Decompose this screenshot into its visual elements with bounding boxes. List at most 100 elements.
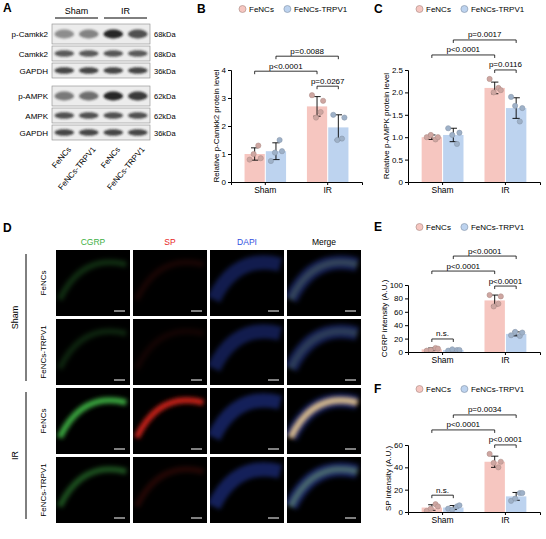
legend-swatch [416, 224, 423, 231]
blot-strip [52, 86, 150, 106]
y-tick-mark [405, 312, 408, 313]
y-tick: 80 [394, 294, 408, 303]
significance-bracket [276, 56, 338, 59]
data-point [313, 115, 318, 120]
x-tick: Sham [431, 352, 453, 365]
blot-band [79, 129, 99, 136]
scale-bar [191, 518, 202, 519]
blot-strip [52, 108, 150, 123]
image-ground [287, 388, 361, 454]
image-ground [210, 250, 284, 316]
size-label: 62kDa [154, 112, 177, 121]
y-tick: 60 [394, 308, 408, 317]
y-tick: 40 [394, 463, 408, 472]
signal [214, 469, 281, 506]
panel-letter: A [3, 1, 12, 15]
image-cell [210, 388, 284, 454]
data-point [513, 329, 518, 334]
axis-line [232, 183, 363, 186]
significance-bracket [255, 71, 317, 74]
blot-band [128, 92, 148, 101]
axis-line [409, 353, 541, 356]
data-point [498, 459, 503, 464]
bar [422, 137, 442, 182]
y-tick: 0 [222, 178, 231, 187]
scale-bar [114, 449, 125, 450]
bar [506, 108, 526, 182]
data-point [487, 76, 492, 81]
chart-panel: C00.51.01.52.02.5ShamIRRelative p-AMPK p… [374, 2, 541, 195]
y-tick-mark [405, 182, 408, 183]
axis-line [405, 446, 409, 513]
group-label: IR [10, 450, 20, 460]
y-tick-label: 20 [394, 335, 403, 344]
scale-bar [114, 518, 125, 519]
legend-label: FeNCs [426, 5, 451, 14]
comparison-label: p=0.0017 [468, 30, 502, 39]
group-line [104, 18, 147, 19]
legend-swatch [416, 386, 423, 393]
image-cell [210, 250, 284, 316]
x-tick: IR [501, 352, 510, 365]
axis-line [405, 286, 409, 353]
scale-bar [345, 311, 356, 312]
y-tick: 1 [222, 150, 231, 159]
blot-band [79, 67, 99, 74]
blot-band [54, 67, 74, 74]
data-point [279, 149, 284, 154]
error-bar [512, 98, 519, 119]
data-point [487, 292, 492, 297]
blot-strip [52, 46, 150, 61]
y-tick-mark [228, 70, 231, 71]
y-tick: 20 [394, 486, 408, 495]
legend-swatch [416, 6, 423, 13]
x-tick: Sham [254, 182, 276, 195]
x-tick: IR [501, 182, 510, 195]
y-tick-mark [405, 298, 408, 299]
panel-a: AShamIRp-Camkk268kDaCamkk268kDaGAPDH36kD… [3, 1, 177, 192]
significance-bracket [432, 55, 495, 58]
blot-band [128, 129, 148, 136]
blot-band [128, 67, 148, 74]
data-point [496, 465, 501, 470]
error-bar [450, 128, 457, 141]
significance-bracket [495, 286, 516, 289]
y-tick-mark [405, 160, 408, 161]
blot-band [103, 92, 123, 101]
data-point [457, 347, 462, 352]
comparisons: p=0.0267p<0.0001p=0.0088 [255, 47, 345, 89]
y-tick: 1.5 [392, 111, 408, 120]
y-tick-label: 20 [394, 486, 403, 495]
data-point [491, 304, 496, 309]
data-point [457, 130, 462, 135]
image-cell [133, 388, 207, 454]
x-axis: ShamIR [409, 182, 541, 195]
data-point [498, 88, 503, 93]
significance-bracket [432, 430, 495, 433]
axis-line [409, 183, 541, 186]
image-ground [133, 388, 207, 454]
y-tick: 0 [399, 178, 408, 187]
comparison-label: n.s. [436, 486, 449, 495]
y-tick-label: 2 [222, 122, 227, 131]
significance-bracket [432, 271, 495, 274]
panel-letter: D [3, 221, 12, 235]
y-tick-mark [405, 512, 408, 513]
y-tick-mark [405, 285, 408, 286]
legend-label: FeNCs-TRPV1 [471, 223, 525, 232]
panel-letter: B [197, 2, 206, 16]
size-label: 36kDa [154, 129, 177, 138]
blot-band [103, 67, 123, 74]
y-tick-label: 1.5 [392, 111, 404, 120]
legend-swatch [239, 6, 246, 13]
comparison-label: p<0.0001 [489, 277, 523, 286]
image-ground [56, 250, 130, 316]
blot-band [128, 30, 148, 39]
row-label: p-AMPK [18, 92, 48, 101]
y-tick: 20 [394, 335, 408, 344]
legend-label: FeNCs [426, 385, 451, 394]
blot-strip [52, 63, 150, 78]
signal [60, 469, 127, 506]
panel-letter: E [374, 220, 382, 234]
y-axis: 0204060 [394, 441, 408, 517]
